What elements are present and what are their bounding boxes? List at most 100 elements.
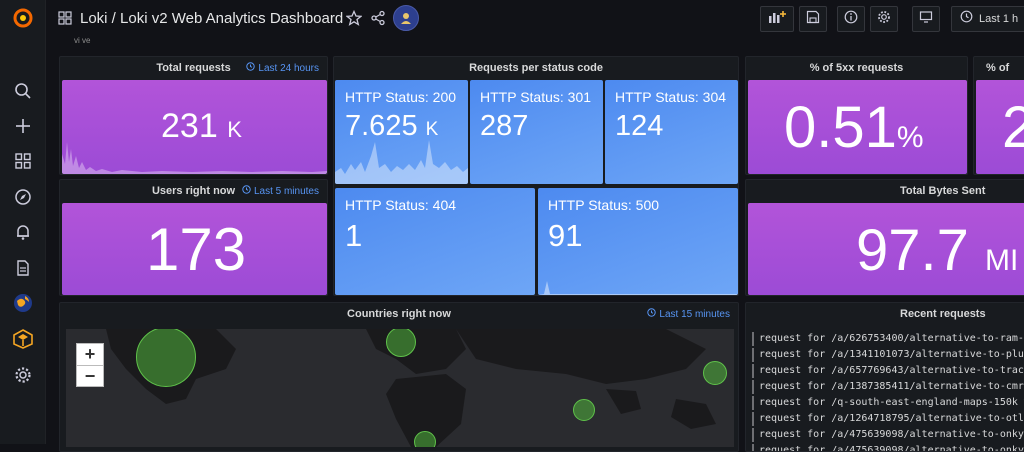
stat-label: HTTP Status: 200 [345,89,457,105]
country-bubble[interactable] [703,361,727,385]
stat-bytes-sent: 97.7 MI [748,203,1024,295]
log-line[interactable]: request for /a/475639098/alternative-to-… [752,428,1024,442]
panel-title[interactable]: Total Bytes Sent [900,185,986,197]
tv-icon [919,10,933,29]
plus-icon[interactable] [11,114,35,138]
explore-icon[interactable] [11,185,35,209]
panel-requests-per-status-code: Requests per status code HTTP Status: 20… [333,56,739,296]
row-hint-text: vi ve [74,36,91,45]
info-button[interactable] [837,6,865,32]
stat-label: HTTP Status: 500 [548,197,660,213]
dashboards-icon[interactable] [11,149,35,173]
time-range-label: Last 1 h [979,13,1019,25]
time-override-label: Last 5 minutes [253,185,319,197]
time-override-tag: Last 15 minutes [647,308,730,320]
dashboard-title[interactable]: Loki / Loki v2 Web Analytics Dashboard [80,10,344,27]
grafana-logo-icon[interactable] [11,6,35,30]
stat-value: 1 [345,218,363,253]
stat-status-200: HTTP Status: 200 7.625 K [335,80,468,184]
panel-title[interactable]: % of [986,62,1010,74]
avatar-icon[interactable] [393,5,419,31]
save-icon [806,10,820,29]
stat-value: 124 [615,110,664,142]
log-line[interactable]: request for /a/1341101073/alternative-to… [752,348,1024,362]
log-line[interactable]: request for /a/1264718795/alternative-to… [752,412,1024,426]
panel-title[interactable]: Countries right now [347,308,451,320]
time-range-picker[interactable]: Last 1 h [951,6,1024,32]
log-line[interactable]: request for /a/475639098/alternative-to-… [752,444,1024,451]
stat-status-500: HTTP Status: 500 91 [538,188,738,295]
clock-icon [960,10,973,28]
country-bubble[interactable] [573,399,595,421]
dashboard-settings-button[interactable] [870,6,898,32]
panel-title[interactable]: Requests per status code [469,62,603,74]
log-line[interactable]: request for /a/626753400/alternative-to-… [752,332,1024,346]
sidebar [0,0,46,444]
panel-countries-right-now: Countries right now Last 15 minutes + − [59,302,739,452]
plugin-icon[interactable] [11,327,35,351]
stat-value: 173 [146,216,247,283]
info-icon [844,10,858,29]
panel-title[interactable]: Users right now [151,185,236,197]
country-bubble[interactable] [386,329,416,357]
panel-users-right-now: Users right now Last 5 minutes 173 [59,179,328,296]
panel-total-bytes-sent: Total Bytes Sent 97.7 MI [745,179,1024,296]
stat-label: HTTP Status: 304 [615,89,727,105]
stat-value: 7.625 K [345,110,439,142]
stat-status-404: HTTP Status: 404 1 [335,188,535,295]
alerting-icon[interactable] [11,220,35,244]
sparkline [62,142,327,174]
add-panel-icon [768,10,786,29]
country-bubble[interactable] [136,329,196,387]
time-override-tag: Last 5 minutes [242,185,319,197]
stat-value: 2 [1002,94,1024,161]
stat-status-301: HTTP Status: 301 287 [470,80,603,184]
search-icon[interactable] [11,79,35,103]
top-navbar: Loki / Loki v2 Web Analytics Dashboard L… [46,0,1024,40]
country-bubble[interactable] [414,431,436,447]
document-icon[interactable] [11,256,35,280]
stat-users-now: 173 [62,203,327,295]
settings-icon [877,10,891,29]
stat-label: HTTP Status: 404 [345,197,457,213]
stat-value: 0.51% [784,95,924,160]
stat-value: 97.7 MI [856,218,1019,283]
gear-icon[interactable] [11,363,35,387]
clock-icon [242,185,251,197]
stat-total-requests: 231 K [62,80,327,174]
stat-value: 287 [480,110,529,142]
clock-icon [246,62,256,74]
stat-label: HTTP Status: 301 [480,89,592,105]
time-override-label: Last 24 hours [258,62,319,74]
add-panel-button[interactable] [760,6,794,32]
panel-pct-5xx-requests: % of 5xx requests 0.51% [745,56,968,175]
stat-pct-5xx: 0.51% [748,80,967,174]
clock-icon [647,308,657,320]
log-line[interactable]: request for /a/1387385411/alternative-to… [752,380,1024,394]
panel-total-requests: Total requests Last 24 hours 231 K [59,56,328,175]
sparkline [335,140,468,184]
world-map[interactable]: + − [66,329,734,447]
star-icon[interactable] [345,9,363,31]
panel-title[interactable]: Total requests [156,62,231,74]
globe-icon[interactable] [11,291,35,315]
time-override-label: Last 15 minutes [659,308,730,320]
sparkline [538,281,738,295]
stat-status-304: HTTP Status: 304 124 [605,80,738,184]
panel-recent-requests: Recent requests request for /a/626753400… [745,302,1024,452]
panel-pct-partial: % of 2 [973,56,1024,175]
tv-mode-button[interactable] [912,6,940,32]
stat-pct-partial: 2 [976,80,1024,174]
save-dashboard-button[interactable] [799,6,827,32]
zoom-out-button[interactable]: − [76,365,104,387]
zoom-in-button[interactable]: + [76,343,104,365]
panel-title[interactable]: % of 5xx requests [809,62,904,74]
log-line[interactable]: request for /q-south-east-england-maps-1… [752,396,1024,410]
stat-value: 231 K [161,107,242,145]
time-override-tag: Last 24 hours [246,62,319,74]
share-icon[interactable] [370,10,386,31]
stat-value: 91 [548,218,583,253]
panel-title[interactable]: Recent requests [900,308,986,320]
grid-icon [58,11,72,30]
log-line[interactable]: request for /a/657769643/alternative-to-… [752,364,1024,378]
